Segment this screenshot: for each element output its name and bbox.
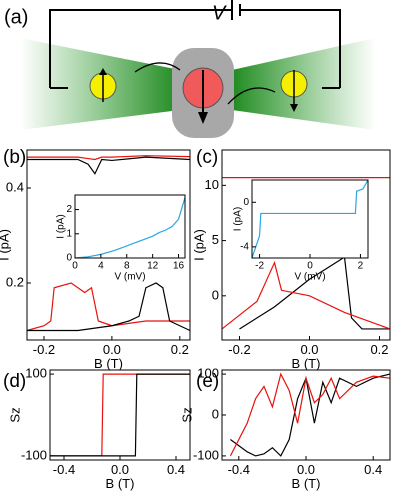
- panel-label: (c): [196, 147, 218, 168]
- y-tick-label: -100: [193, 447, 219, 462]
- x-tick-label: -0.4: [53, 462, 75, 477]
- x-tick-label: 0: [72, 261, 78, 272]
- x-tick-label: 4: [98, 261, 104, 272]
- axes-frame: [221, 149, 391, 341]
- hop-arrow: [134, 62, 181, 73]
- y-axis-label: I (pA): [0, 229, 11, 261]
- y-tick-label: 0.2: [6, 274, 24, 289]
- x-tick-label: 8: [124, 261, 130, 272]
- y-axis-label: Sz: [179, 407, 194, 422]
- y-axis-label: I (pA): [233, 207, 244, 231]
- wire: [240, 9, 341, 88]
- panel-label: (a): [4, 6, 28, 28]
- x-tick-label: 16: [173, 261, 185, 272]
- y-axis-label: Sz: [7, 407, 22, 422]
- data-line: [230, 373, 391, 457]
- y-tick-label: 10: [205, 177, 219, 192]
- data-line: [229, 372, 391, 457]
- x-tick-label: -0.4: [228, 462, 250, 477]
- y-tick-label: 100: [197, 366, 219, 381]
- x-tick-label: -2: [255, 261, 264, 272]
- y-tick-label: -100: [21, 447, 47, 462]
- arrow-head: [198, 112, 208, 124]
- x-axis-label: B (T): [106, 476, 135, 491]
- hop-arrow: [227, 87, 276, 105]
- x-tick-label: 0.4: [167, 462, 185, 477]
- schematic: (a) V: [4, 0, 375, 138]
- y-axis-label: I (pA): [56, 214, 67, 238]
- data-line: [239, 256, 390, 330]
- data-line: [221, 260, 391, 330]
- source-label: V: [212, 2, 227, 24]
- y-tick-label: 0: [243, 197, 249, 208]
- axes-frame: [26, 149, 191, 341]
- y-tick-label: 5: [212, 232, 219, 247]
- y-tick-label: 100: [25, 366, 47, 381]
- x-tick-label: 0.0: [111, 462, 129, 477]
- x-tick-label: 0: [307, 261, 313, 272]
- x-axis-label: B (T): [292, 476, 321, 491]
- axes-frame: [74, 194, 186, 259]
- data-line: [26, 282, 190, 332]
- data-line: [27, 282, 191, 332]
- y-tick-label: -4: [240, 241, 249, 252]
- x-tick-label: -0.2: [33, 342, 55, 357]
- data-line: [50, 373, 190, 457]
- y-tick-label: 0: [212, 287, 219, 302]
- plot-area: [50, 370, 190, 460]
- x-tick-label: -0.2: [228, 342, 250, 357]
- x-tick-label: 0.0: [300, 342, 318, 357]
- panel-label: (e): [196, 371, 219, 392]
- y-axis-label: I (pA): [191, 229, 206, 261]
- arrow-head: [290, 104, 298, 112]
- x-tick-label: 0.2: [171, 342, 189, 357]
- panel-label: (d): [3, 371, 26, 392]
- x-axis-label: B (T): [94, 356, 123, 371]
- data-line: [251, 179, 369, 259]
- plot-area: [75, 195, 185, 258]
- x-axis-label: V (mV): [294, 272, 325, 283]
- plot-area: [222, 370, 390, 460]
- data-line: [27, 156, 191, 175]
- x-tick-label: 12: [147, 261, 159, 272]
- y-tick-label: 0.4: [6, 179, 24, 194]
- data-line: [74, 197, 186, 259]
- y-tick-label: 0: [212, 406, 219, 421]
- plot-area: [252, 180, 368, 258]
- x-tick-label: 2: [358, 261, 364, 272]
- x-tick-label: 0.2: [370, 342, 388, 357]
- y-tick-label: 2: [66, 204, 72, 215]
- panel-label: (b): [3, 147, 26, 168]
- y-tick-label: 1: [66, 228, 72, 239]
- wire: [49, 9, 232, 88]
- x-tick-label: 0.0: [103, 342, 121, 357]
- arrow-head: [99, 68, 107, 75]
- data-line: [27, 155, 191, 161]
- y-tick-label: 0: [66, 253, 72, 264]
- x-tick-label: 0.0: [297, 462, 315, 477]
- x-axis-label: B (T): [292, 356, 321, 371]
- x-tick-label: 0.4: [364, 462, 382, 477]
- x-axis-label: V (mV): [114, 272, 145, 283]
